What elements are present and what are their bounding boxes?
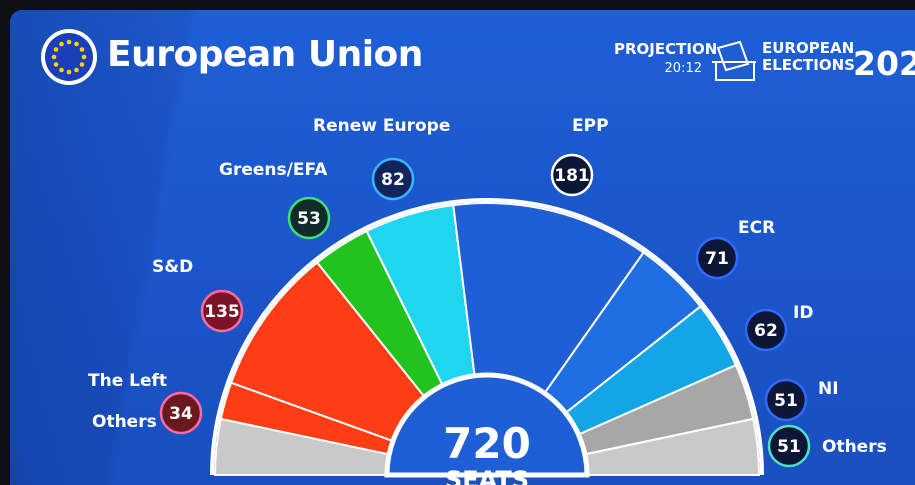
seat-count-ecr: 71 [705,249,729,269]
elections-label: EUROPEAN ELECTIONS [762,40,855,74]
seat-badge-greens [287,196,331,240]
seat-count-ni: 51 [774,391,798,411]
eu-star-icon [59,67,64,73]
eu-star-icon [53,62,59,67]
seat-badge-ni [764,378,808,422]
projection-block: PROJECTION 20:12 [614,40,718,78]
eu-star-icon [81,54,87,60]
eu-star-icon [79,47,85,52]
eu-star-icon [51,54,57,60]
party-label-others: Others [822,437,887,457]
party-label-left: The Left [88,371,167,391]
party-label-epp: EPP [572,116,609,136]
eu-flag-icon [41,29,97,85]
seat-badge-id [744,308,788,352]
party-label-id: ID [793,303,813,323]
eu-star-icon [79,62,85,67]
elections-line1: EUROPEAN [762,39,855,57]
party-label-renew: Renew Europe [313,116,450,136]
seat-count-sd: 135 [204,302,240,322]
seats-unit-label: SEATS [445,466,529,485]
ballot-box-icon [712,40,756,81]
eu-star-icon [74,67,79,73]
eu-star-icon [66,69,72,75]
elections-line2: ELECTIONS [762,56,855,74]
projection-label: PROJECTION [614,40,718,58]
hemicycle-center [384,372,590,478]
party-label-greens: Greens/EFA [219,160,328,180]
seat-count-id: 62 [754,321,778,341]
seat-count-greens: 53 [297,209,321,229]
eu-star-icon [59,41,64,47]
year-label: 202 [853,44,915,83]
eu-star-icon [66,39,72,45]
party-label-ni: NI [818,379,839,399]
party-label-others_left: Others [92,412,157,432]
seat-badge-others [767,424,811,468]
eu-star-icon [53,47,59,52]
seat-count-renew: 82 [381,170,405,190]
total-seats: 720 [443,419,531,468]
seat-badge-sd [200,289,244,333]
seat-count-others: 51 [777,437,801,457]
seat-badge-left [159,391,203,435]
seat-badge-ecr [695,236,739,280]
hemicycle-rim [210,198,764,476]
seat-badge-renew [371,157,415,201]
projection-time: 20:12 [664,61,702,76]
page-title: European Union [107,34,423,75]
seat-badge-epp [550,153,594,197]
party-label-sd: S&D [152,257,193,277]
eu-star-icon [74,41,79,47]
seat-count-epp: 181 [554,166,590,186]
party-label-ecr: ECR [738,218,775,238]
seat-count-left: 34 [169,404,193,424]
